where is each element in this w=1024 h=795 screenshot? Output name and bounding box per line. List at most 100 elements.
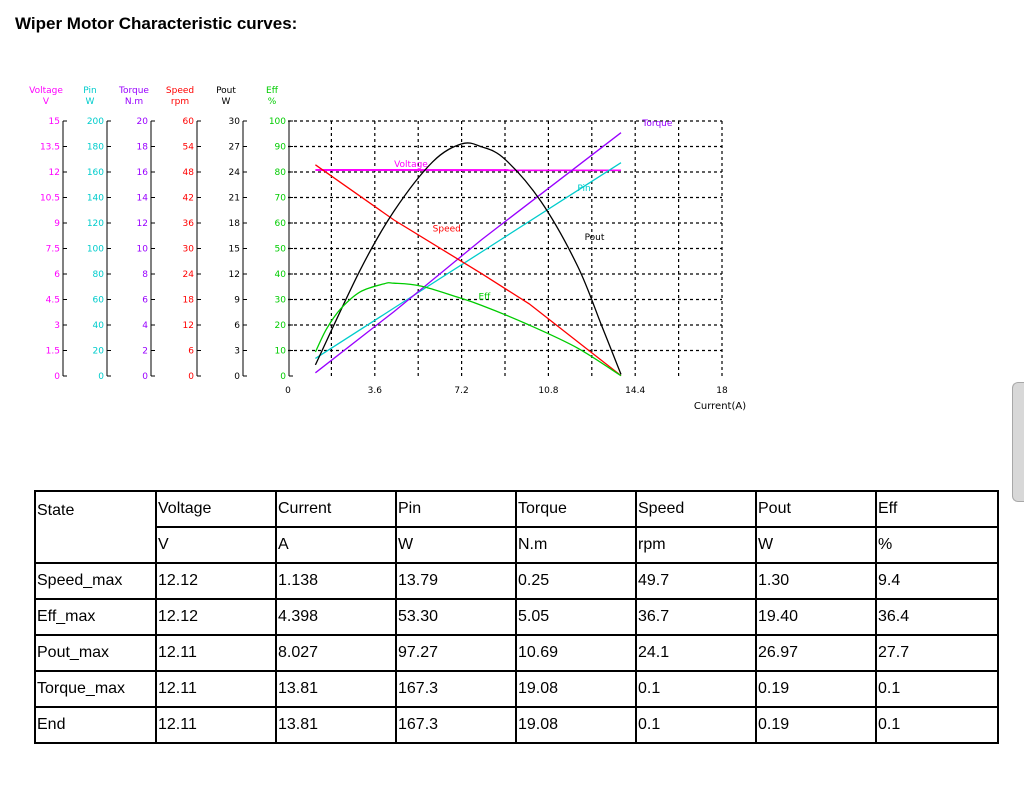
x-tick-label: 10.8 xyxy=(538,386,558,396)
y-tick-label: 12 xyxy=(229,270,240,280)
y-tick-label: 40 xyxy=(93,321,105,331)
table-cell: 5.05 xyxy=(515,598,637,636)
table-cell: Pout_max xyxy=(34,634,157,672)
y-tick-label: 70 xyxy=(275,194,287,204)
table-row: Eff_max 12.12 4.398 53.30 5.05 36.7 19.4… xyxy=(34,598,999,636)
y-tick-label: 27 xyxy=(229,143,240,153)
table-cell: 36.4 xyxy=(875,598,999,636)
table-cell: 53.30 xyxy=(395,598,517,636)
table-row: End 12.11 13.81 167.3 19.08 0.1 0.19 0.1 xyxy=(34,706,999,744)
table-cell: 0.25 xyxy=(515,562,637,600)
y-tick-label: 15 xyxy=(229,245,240,255)
header-cell: Voltage xyxy=(155,490,277,528)
y-tick-label: 60 xyxy=(93,296,105,306)
unit-cell: A xyxy=(275,526,397,564)
y-axis-title: Pin xyxy=(83,86,96,96)
y-tick-label: 20 xyxy=(275,321,287,331)
y-tick-label: 4.5 xyxy=(46,296,60,306)
table-cell: 0.19 xyxy=(755,706,877,744)
curve-label: Eff xyxy=(478,293,491,303)
y-tick-label: 40 xyxy=(275,270,287,280)
unit-cell: V xyxy=(155,526,277,564)
y-tick-label: 2 xyxy=(142,347,148,357)
table-cell: 12.11 xyxy=(155,706,277,744)
table-cell: 167.3 xyxy=(395,706,517,744)
y-tick-label: 6 xyxy=(234,321,240,331)
y-tick-label: 80 xyxy=(275,168,287,178)
table-row: Speed_max 12.12 1.138 13.79 0.25 49.7 1.… xyxy=(34,562,999,600)
x-tick-label: 3.6 xyxy=(368,386,383,396)
y-tick-label: 0 xyxy=(98,372,104,382)
y-tick-label: 24 xyxy=(183,270,195,280)
table-cell: 0.19 xyxy=(755,670,877,708)
y-tick-label: 10 xyxy=(137,245,149,255)
table-cell: 12.11 xyxy=(155,634,277,672)
y-tick-label: 18 xyxy=(229,219,241,229)
curve-label: Pout xyxy=(585,233,605,243)
y-tick-label: 90 xyxy=(275,143,287,153)
y-tick-label: 100 xyxy=(269,117,286,127)
table-cell: 0.1 xyxy=(875,670,999,708)
x-tick-label: 0 xyxy=(285,386,291,396)
header-cell: Eff xyxy=(875,490,999,528)
table-cell: 12.12 xyxy=(155,562,277,600)
curve-label: Torque xyxy=(641,119,672,129)
x-tick-label: 18 xyxy=(716,386,728,396)
y-tick-label: 54 xyxy=(183,143,195,153)
table-cell: 13.81 xyxy=(275,706,397,744)
y-axis-unit: W xyxy=(86,97,95,107)
y-tick-label: 30 xyxy=(183,245,195,255)
table-cell: 13.81 xyxy=(275,670,397,708)
y-tick-label: 6 xyxy=(188,347,194,357)
y-axis-title: Pout xyxy=(216,86,236,96)
table-cell: 9.4 xyxy=(875,562,999,600)
unit-cell: W xyxy=(755,526,877,564)
curve-label: Voltage xyxy=(394,160,428,170)
y-tick-label: 0 xyxy=(142,372,148,382)
table-cell: 4.398 xyxy=(275,598,397,636)
y-tick-label: 30 xyxy=(229,117,241,127)
y-tick-label: 18 xyxy=(137,143,149,153)
y-tick-label: 9 xyxy=(234,296,240,306)
y-tick-label: 10.5 xyxy=(40,194,60,204)
y-axis-unit: W xyxy=(222,97,231,107)
y-tick-label: 21 xyxy=(229,194,240,204)
y-axis-unit: rpm xyxy=(171,97,189,107)
header-cell: Speed xyxy=(635,490,757,528)
x-tick-label: 7.2 xyxy=(454,386,468,396)
y-tick-label: 24 xyxy=(229,168,241,178)
y-axis-title: Speed xyxy=(166,86,194,96)
series-line-eff xyxy=(314,282,622,377)
y-tick-label: 15 xyxy=(49,117,60,127)
table-cell: 8.027 xyxy=(275,634,397,672)
y-tick-label: 100 xyxy=(87,245,104,255)
table-cell: 12.11 xyxy=(155,670,277,708)
curve-label: Speed xyxy=(433,225,461,235)
table-cell: 24.1 xyxy=(635,634,757,672)
table-cell: 19.40 xyxy=(755,598,877,636)
y-tick-label: 6 xyxy=(142,296,148,306)
table-cell: 27.7 xyxy=(875,634,999,672)
table-cell: Torque_max xyxy=(34,670,157,708)
unit-cell: % xyxy=(875,526,999,564)
unit-cell: rpm xyxy=(635,526,757,564)
y-tick-label: 4 xyxy=(142,321,148,331)
table-cell: 26.97 xyxy=(755,634,877,672)
table-cell: 12.12 xyxy=(155,598,277,636)
table-cell: 0.1 xyxy=(635,706,757,744)
y-tick-label: 0 xyxy=(234,372,240,382)
table-cell: 10.69 xyxy=(515,634,637,672)
table-cell: 0.1 xyxy=(875,706,999,744)
y-tick-label: 7.5 xyxy=(46,245,60,255)
unit-cell: N.m xyxy=(515,526,637,564)
header-cell: State xyxy=(34,490,157,564)
series-line-speed xyxy=(315,164,622,377)
y-tick-label: 12 xyxy=(183,321,194,331)
table-units-row: V A W N.m rpm W % xyxy=(35,526,999,564)
scroll-handle[interactable] xyxy=(1012,382,1024,502)
y-tick-label: 42 xyxy=(183,194,194,204)
y-tick-label: 20 xyxy=(93,347,105,357)
y-tick-label: 180 xyxy=(87,143,104,153)
y-tick-label: 14 xyxy=(137,194,149,204)
table-cell: Speed_max xyxy=(34,562,157,600)
